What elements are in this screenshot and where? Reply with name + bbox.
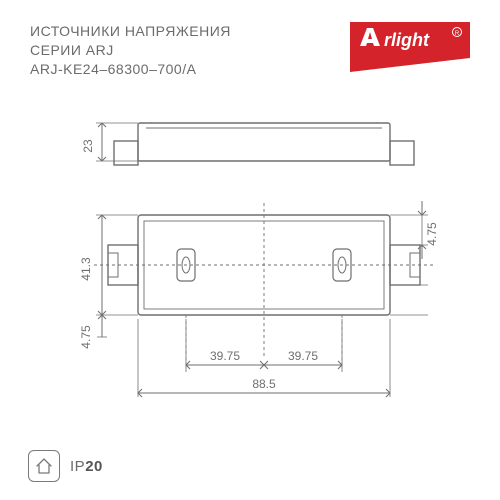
ip-prefix: IP [70,458,85,475]
svg-text:23: 23 [81,139,95,153]
footer: IP20 [28,450,103,482]
svg-text:39.75: 39.75 [210,349,240,363]
svg-text:41.3: 41.3 [79,257,93,281]
svg-text:rlight: rlight [384,30,430,50]
brand-logo: rlight R [350,22,470,72]
svg-text:4.75: 4.75 [79,325,93,349]
svg-text:88.5: 88.5 [252,377,276,391]
svg-text:R: R [455,31,460,37]
ip-rating: IP20 [70,458,103,475]
indoor-icon [28,450,60,482]
header: ИСТОЧНИКИ НАПРЯЖЕНИЯ СЕРИИ ARJ ARJ-KE24–… [30,22,470,79]
technical-drawing: 23 41.3 4.75 4.75 39.75 39.75 88.5 [30,105,470,435]
ip-value: 20 [85,458,103,475]
svg-text:4.75: 4.75 [425,222,439,246]
svg-text:39.75: 39.75 [288,349,318,363]
